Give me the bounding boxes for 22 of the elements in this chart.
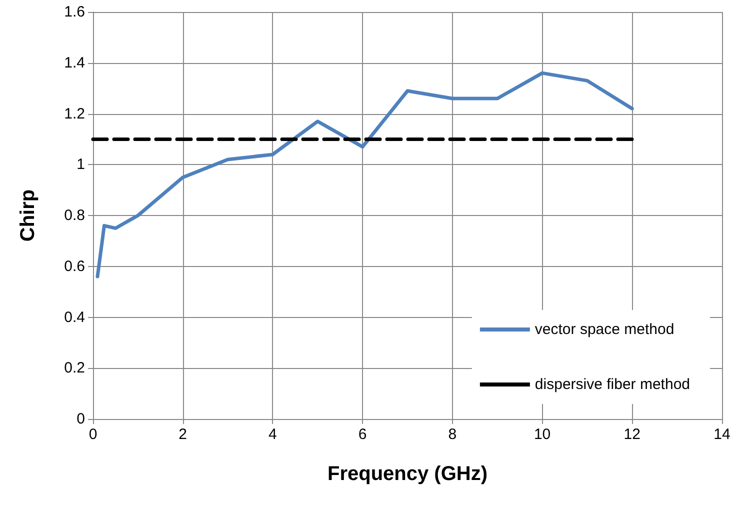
y-tick-label: 0.8 bbox=[64, 207, 85, 224]
x-tick-label: 0 bbox=[88, 426, 98, 443]
x-tick-label: 4 bbox=[268, 426, 277, 443]
line-series bbox=[96, 71, 634, 278]
legend-label: dispersive fiber method bbox=[534, 376, 690, 393]
y-tick-label: 1.2 bbox=[64, 105, 85, 122]
y-tick-label: 1 bbox=[76, 156, 85, 174]
legend-label: vector space method bbox=[534, 321, 674, 338]
y-tick-label: 0.6 bbox=[64, 258, 85, 275]
x-tick-label: 2 bbox=[178, 426, 188, 443]
x-tick-label: 8 bbox=[448, 426, 457, 443]
y-axis-title: Chirp bbox=[17, 189, 39, 242]
x-tick-label: 6 bbox=[358, 426, 367, 443]
x-axis-title: Frequency (GHz) bbox=[327, 463, 488, 485]
y-tick-label: 0.4 bbox=[64, 308, 85, 326]
x-tick-label: 14 bbox=[714, 426, 730, 443]
x-tick-label: 12 bbox=[624, 426, 640, 443]
x-tick-label: 10 bbox=[534, 426, 551, 443]
y-tick-label: 0 bbox=[76, 410, 85, 428]
y-tick-label: 0.2 bbox=[64, 360, 85, 377]
y-tick-label: 1.4 bbox=[64, 54, 85, 72]
y-tick-label: 1.6 bbox=[64, 4, 85, 20]
